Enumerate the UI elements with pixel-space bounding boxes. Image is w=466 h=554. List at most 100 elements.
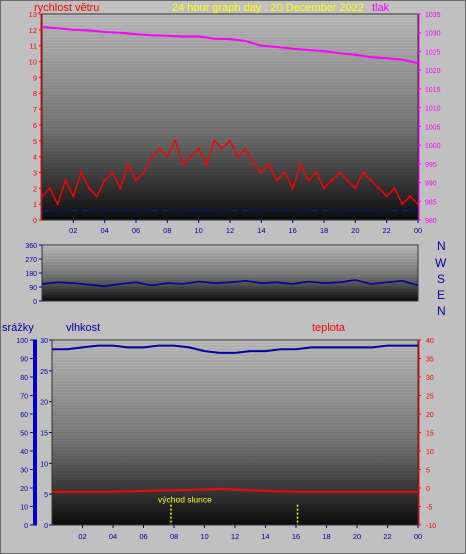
pressure-axis-tick-label: 1010 [425,106,441,113]
temperature-axis-tick-label: 30 [426,375,434,382]
x-axis-tick-label: 22 [383,532,391,541]
wind-speed-point [40,195,44,198]
direction-axis-tick-label: 360 [25,243,37,250]
direction-axis-tick-label: 270 [25,257,37,264]
wind-speed-point [283,171,287,174]
wind-axis-tick-label: 6 [33,121,37,130]
humidity-axis-tick-label: 25 [40,369,48,376]
wind-speed-point [228,139,232,142]
x-axis-tick-label: 18 [322,532,330,541]
wind-speed-point [56,202,59,206]
wind-axis-tick-label: 9 [33,73,37,82]
direction-axis-tick-label: 0 [33,299,37,306]
wind-speed-point [48,187,52,190]
pressure-axis-tick-label: 1030 [425,31,441,38]
x-axis-tick-label: 06 [139,532,147,541]
pressure-series [41,26,419,65]
wind-speed-point [220,147,224,150]
pressure-axis-tick-label: 980 [425,218,437,225]
wind-speed-point [416,202,420,206]
rain-axis-tick-label: 60 [20,412,28,419]
rain-axis-tick-label: 100 [16,338,28,345]
x-axis-tick-label: 20 [351,226,359,235]
wind-speed-point [126,163,130,166]
wind-speed-point [393,187,396,190]
pressure-axis-tick-label: 985 [425,199,437,206]
wind-speed-point [361,171,365,174]
wind-axis-tick-label: 8 [33,89,37,98]
wind-axis-tick-label: 11 [29,42,37,51]
wind-speed-point [142,171,146,174]
x-axis-tick-label: 20 [353,532,361,541]
wind-speed-point [299,163,302,166]
rain-humidity-temp-plot-area [51,339,419,526]
pressure-axis-tick-label: 990 [425,181,437,188]
pressure-axis-tick-label: 1015 [425,87,441,94]
wind-axis-tick-label: 4 [33,153,37,162]
wind-axis-tick-label: 10 [29,58,37,67]
wind-speed-point [197,147,200,150]
x-axis-tick-label: 04 [100,226,108,235]
temperature-axis-tick-label: 35 [426,357,434,364]
wind-speed-point [377,187,381,190]
dir-label-s: S [437,272,446,286]
direction-axis-tick-label: 90 [29,285,37,292]
temperature-axis-tick-label: -5 [426,505,432,512]
temperature-axis-tick-label: 5 [426,468,430,475]
dir-label-w: W [435,256,447,270]
wind-speed-point [72,195,75,198]
wind-speed-point [307,179,310,182]
wind-speed-point [252,163,255,166]
rain-axis-tick-label: 0 [24,523,28,530]
rain-axis-tick-label: 90 [20,357,28,364]
wind-speed-point [314,171,318,174]
temperature-axis-tick-label: 15 [426,431,434,438]
wind-speed-point [119,187,122,190]
rain-label: srážky [2,322,34,334]
wind-axis-tick-label: 3 [33,168,37,177]
temperature-label: teplota [312,322,346,334]
temperature-axis-tick-label: 40 [426,338,434,345]
humidity-axis-tick-label: 5 [44,492,48,499]
wind-axis-tick-label: 13 [29,10,37,19]
wind-speed-point [267,163,271,166]
pressure-axis-tick-label: 1035 [425,12,441,19]
humidity-axis-tick-label: 30 [40,338,48,345]
dir-label-n-bottom: N [437,304,446,318]
x-axis-tick-label: 10 [194,226,202,235]
wind-speed-point [369,179,373,182]
rain-axis-tick-label: 80 [20,375,28,382]
wind-speed-point [64,179,67,182]
wind-speed-point [330,179,334,182]
x-axis-tick-label: 12 [226,226,234,235]
dir-label-n-top: N [437,239,446,253]
x-axis-tick-label: 00 [414,226,422,235]
chart-title: 24 hour graph day : 20 December 2022 [172,2,365,14]
rain-axis-tick-label: 30 [20,468,28,475]
x-axis-tick-label: 04 [109,532,117,541]
wind-speed-point [291,187,294,190]
wind-speed-point [173,139,177,142]
wind-speed-point [244,147,247,150]
pressure-axis-tick-label: 1005 [425,124,441,131]
wind-speed-point [150,155,153,158]
temperature-axis-tick-label: 0 [426,486,430,493]
wind-speed-point [87,187,91,190]
wind-speed-point [166,155,169,158]
wind-speed-point [338,171,341,174]
temperature-series [52,487,418,493]
humidity-axis-tick-label: 20 [40,400,48,407]
x-axis-tick-label: 02 [69,226,77,235]
wind-speed-label: rychlost větru [34,2,100,14]
x-axis-tick-label: 16 [292,532,300,541]
wind-speed-point [158,147,161,150]
pressure-label: tlak [372,2,390,14]
temperature-axis-tick-label: -10 [426,523,436,530]
wind-speed-point [181,163,185,166]
rain-axis-tick-label: 40 [20,449,28,456]
temperature-axis-tick-label: 10 [426,449,434,456]
wind-speed-point [275,179,279,182]
wind-speed-point [95,195,99,198]
wind-speed-point [134,179,138,182]
